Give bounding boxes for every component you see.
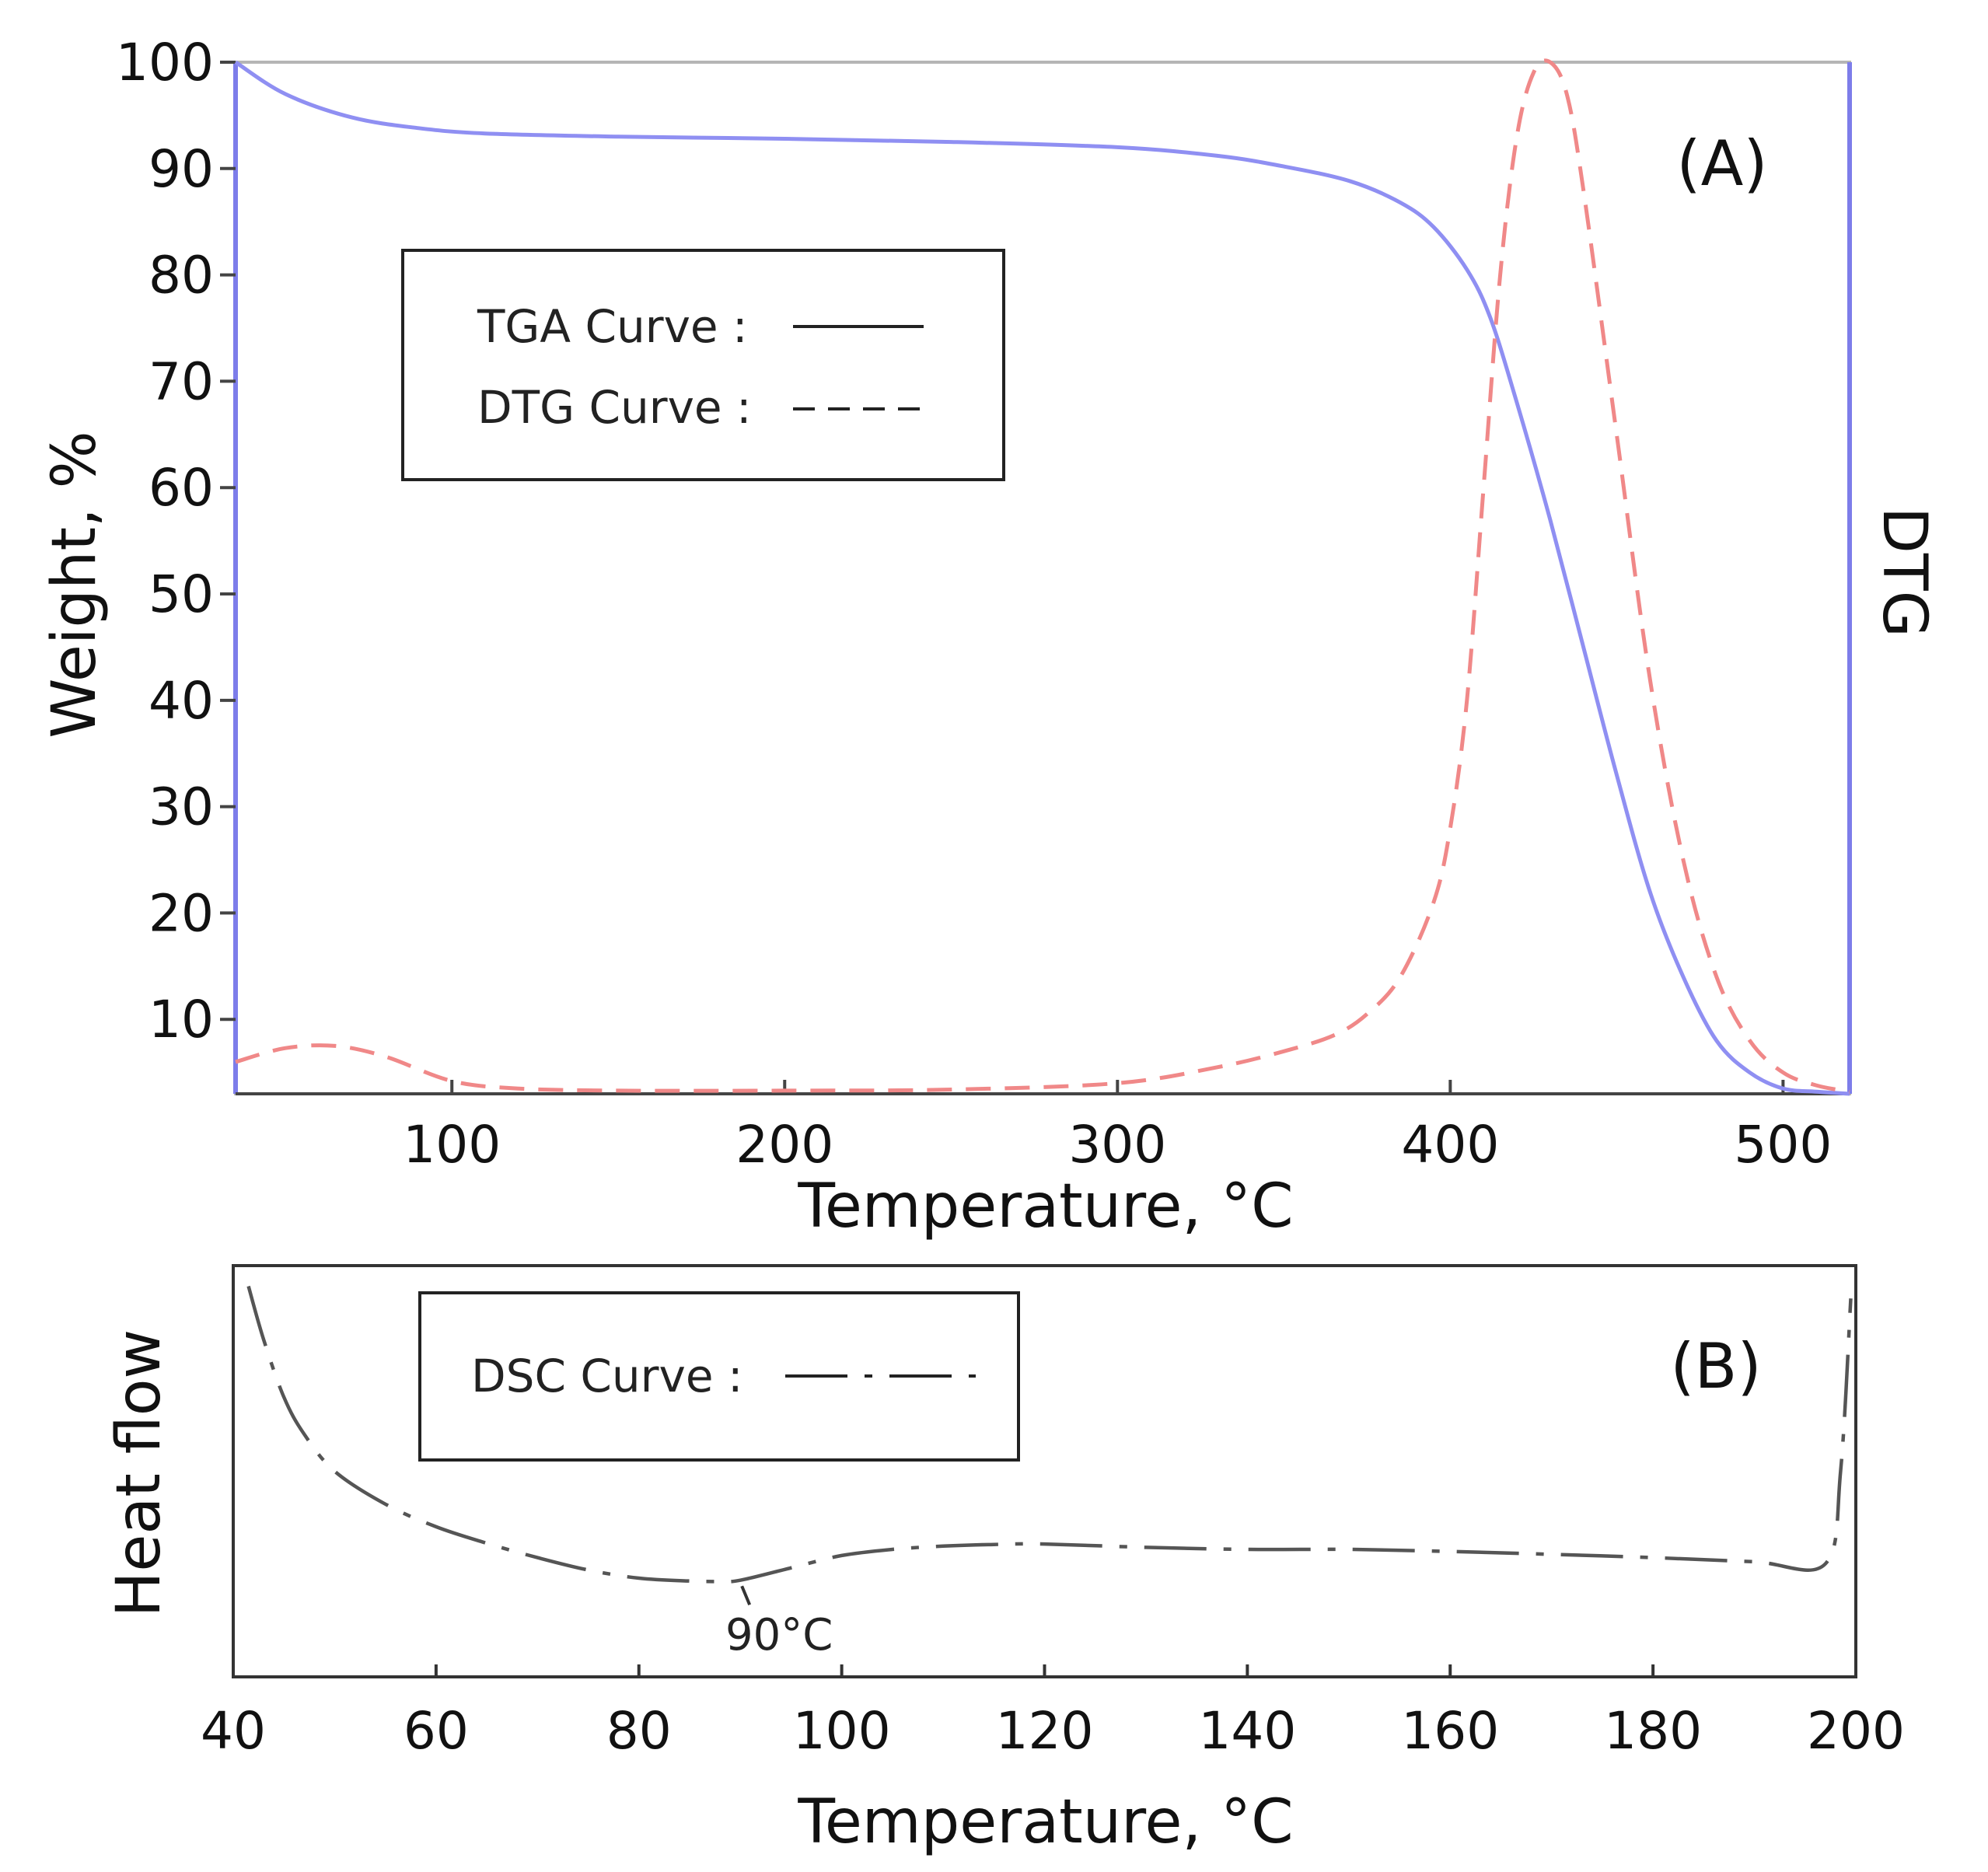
panel-b-y-axis-title: Heat flow [104, 1329, 174, 1617]
panel-a-label: (A) [1676, 127, 1767, 200]
dsc-panel: 40 60 80 100 120 140 160 180 200 (B) Temperature… [104, 1264, 1905, 1857]
peak-annotation-pointer [740, 1585, 752, 1606]
dsc-curve [246, 1285, 1853, 1584]
panel-a-x-tick-label: 100 [403, 1115, 501, 1175]
tga-curve [234, 60, 1850, 1096]
panel-a-curves [234, 58, 1850, 1096]
panel-b-ticks: 40 60 80 100 120 140 160 180 200 [201, 1664, 1905, 1761]
panel-a-x-tick-label: 400 [1401, 1115, 1499, 1175]
panel-a-y-tick-label: 70 [148, 351, 214, 411]
panel-b-x-tick-label: 60 [404, 1701, 469, 1761]
panel-b-x-tick-label: 140 [1198, 1701, 1296, 1761]
panel-a-legend-box [401, 249, 1005, 481]
panel-a-y-tick-label: 60 [148, 458, 214, 518]
peak-annotation-label: 90°C [725, 1610, 833, 1661]
panel-a-y2-axis-title: DTG [1869, 507, 1939, 637]
legend-dtg-label: DTG Curve : [477, 381, 752, 434]
panel-a-ticks: 100 200 300 400 500 10 20 30 40 50 60 70 80 90 100 [116, 33, 1832, 1175]
panel-b-x-axis-title: Temperature, °C [797, 1787, 1293, 1857]
panel-a-y-tick-label: 20 [148, 883, 214, 943]
dtg-curve [235, 58, 1850, 1094]
panel-a-x-tick-label: 500 [1734, 1115, 1832, 1175]
panel-b-legend: DSC Curve : [418, 1291, 1020, 1462]
panel-b-x-tick-label: 100 [793, 1701, 891, 1761]
panel-a-y-axis-title: Weight, % [40, 431, 110, 738]
legend-tga-label: TGA Curve : [477, 300, 748, 353]
panel-a-y-tick-label: 80 [148, 246, 214, 306]
panel-b-x-tick-label: 200 [1807, 1701, 1905, 1761]
panel-a-y-tick-label: 30 [148, 777, 214, 837]
panel-b-x-tick-label: 120 [996, 1701, 1094, 1761]
panel-a-legend: TGA Curve : DTG Curve : [401, 249, 1005, 481]
panel-a-x-tick-label: 200 [735, 1115, 833, 1175]
panel-b-legend-box [418, 1291, 1020, 1462]
panel-a-y-tick-label: 100 [116, 33, 214, 93]
panel-a-y-tick-label: 40 [148, 671, 214, 731]
panel-b-x-tick-label: 180 [1604, 1701, 1702, 1761]
panel-b-x-tick-label: 80 [606, 1701, 672, 1761]
panel-a-y-tick-label: 90 [148, 139, 214, 199]
panel-b-label: (B) [1670, 1330, 1761, 1402]
panel-b-curves [246, 1285, 1853, 1606]
panel-a-x-axis-title: Temperature, °C [797, 1172, 1293, 1242]
tga-dtg-panel: 100 200 300 400 500 10 20 30 40 50 60 70 80 90 100 (A)… [40, 33, 1939, 1242]
panel-a-y-tick-label: 10 [148, 990, 214, 1050]
panel-b-x-tick-label: 40 [201, 1701, 266, 1761]
panel-a-y-tick-label: 50 [148, 564, 214, 624]
legend-dsc-label: DSC Curve : [471, 1350, 743, 1402]
panel-a-x-tick-label: 300 [1068, 1115, 1166, 1175]
panel-b-x-tick-label: 160 [1401, 1701, 1499, 1761]
